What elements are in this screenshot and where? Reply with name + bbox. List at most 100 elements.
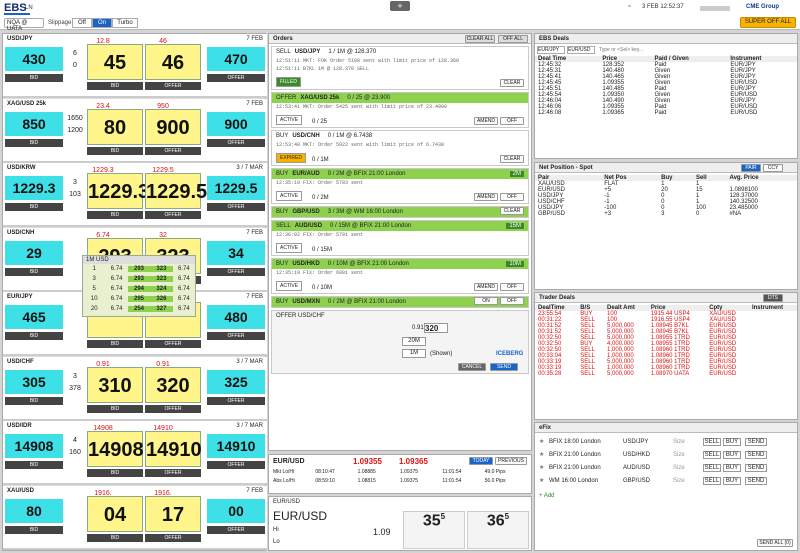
tile-right-price[interactable]: 14910 <box>207 434 265 458</box>
table-row[interactable]: GBP/USD +3 3 0 #NA <box>535 211 797 217</box>
deals-filter-input[interactable] <box>599 46 719 54</box>
size-input[interactable]: 20M <box>402 337 426 346</box>
table-row[interactable]: 12:45:31 140.480 Given EUR/JPY <box>535 68 797 74</box>
show-input[interactable]: 1M <box>402 349 426 358</box>
order-action-button[interactable]: AMEND <box>474 283 498 291</box>
slippage-off[interactable]: Off <box>72 18 92 28</box>
efix-sell-button[interactable]: SELL <box>703 450 721 459</box>
table-row[interactable]: XAU/USD FLAT 1 1 <box>535 181 797 187</box>
tile-offer-label-right[interactable]: OFFER <box>207 138 265 147</box>
tile-left-price[interactable]: 305 <box>5 369 63 394</box>
tile-bid-big[interactable]: 14908 <box>87 431 144 467</box>
table-row[interactable]: USD/CHF -1 0 1 140.32500 <box>535 199 797 205</box>
tile-bid-label-left[interactable]: BID <box>5 203 63 211</box>
table-row[interactable]: 00:33:19 SELL 1,000,000 1.08960 1TRD EUR/USD <box>535 365 797 371</box>
tile-bid-big[interactable]: 04 <box>87 495 143 532</box>
table-row[interactable]: 00:32:50 SELL 5,000,000 1.08955 1TRD EUR/USD <box>535 335 797 341</box>
column-header[interactable]: DealTime <box>535 305 578 311</box>
column-header[interactable]: Instrument <box>727 56 797 62</box>
tile-bid-label-left[interactable]: BID <box>5 74 63 82</box>
order-action-button[interactable]: CLEAR <box>500 207 524 215</box>
previous-tab[interactable]: PREVIOUS <box>495 457 527 465</box>
tile-ask-big[interactable]: 17 <box>145 495 201 532</box>
efix-row[interactable]: ★ BFIX 18:00 London USD/JPY Size SELL BUY SEND <box>535 435 797 448</box>
filter-eurusd[interactable]: EUR/USD <box>567 46 595 54</box>
column-header[interactable]: Paid / Given <box>651 56 728 62</box>
tile-right-price[interactable]: 34 <box>207 240 265 265</box>
eurusd-ask-box[interactable]: 365 <box>467 511 529 549</box>
tile-bid-big[interactable]: 80 <box>87 108 143 145</box>
tile-offer-button[interactable]: OFFER <box>145 82 201 90</box>
send-button[interactable]: SEND <box>490 363 518 371</box>
add-panel-button[interactable]: + <box>390 1 410 11</box>
tile-bid-label-left[interactable]: BID <box>5 396 63 405</box>
tile-bid-button[interactable]: BID <box>87 404 143 413</box>
tile-offer-label-right[interactable]: OFFER <box>207 525 265 534</box>
efix-send-button[interactable]: SEND <box>745 476 767 485</box>
table-row[interactable]: 00:31:52 SELL 5,000,000 1.08945 B7KL EUR/USD <box>535 323 797 329</box>
tile-left-price[interactable]: 850 <box>5 111 63 136</box>
tile-right-price[interactable]: 480 <box>207 305 265 329</box>
add-fix-button[interactable]: + Add <box>539 493 555 499</box>
tile-right-price[interactable]: 325 <box>207 369 265 394</box>
order-card[interactable]: BUY EUR/AUD 0 / 2M @ BFIX 21:00 London 2M 12… <box>271 168 529 204</box>
tile-right-price[interactable]: 1229.5 <box>207 176 265 200</box>
table-row[interactable]: 12:45:32 128.352 Paid EUR/JPY <box>535 62 797 68</box>
star-icon[interactable]: ★ <box>539 452 545 458</box>
tile-bid-big[interactable]: 1229.3 <box>87 173 149 209</box>
tile-bid-label-left[interactable]: BID <box>5 332 63 340</box>
table-row[interactable]: 12:46:08 1.09365 Paid EUR/USD <box>535 110 797 116</box>
tile-bid-label-left[interactable]: BID <box>5 138 63 147</box>
ladder-row[interactable]: 3 6.74 293 323 6.74 <box>83 274 195 284</box>
efix-size-label[interactable]: Size <box>673 451 685 458</box>
table-row[interactable]: USD/JPY -1 0 1 128.37000 <box>535 193 797 199</box>
table-row[interactable]: EUR/USD +5 20 15 1.0898100 <box>535 187 797 193</box>
tile-offer-button[interactable]: OFFER <box>145 211 201 219</box>
tile-bid-button[interactable]: BID <box>87 469 143 477</box>
filter-eurjpy[interactable]: EUR/JPY <box>537 46 565 54</box>
tile-ask-big[interactable]: 900 <box>145 108 201 145</box>
order-card[interactable]: BUY USD/CNH 0 / 1M @ 6.7438 12:53:48 MKT: O… <box>271 130 529 166</box>
table-row[interactable]: 12:46:06 1.09355 Paid EUR/USD <box>535 104 797 110</box>
today-tab[interactable]: TODAY <box>469 457 493 465</box>
tile-left-price[interactable]: 14908 <box>5 434 63 458</box>
table-row[interactable]: 00:32:50 SELL 1,000,000 1.08960 1TRD EUR/USD <box>535 347 797 353</box>
order-card[interactable]: OFFER XAG/USD 25k 0 / 25 @ 23.900 12:53:41 … <box>271 92 529 128</box>
tile-offer-button[interactable]: OFFER <box>145 146 201 155</box>
tile-bid-button[interactable]: BID <box>87 146 143 155</box>
tile-offer-label-right[interactable]: OFFER <box>207 74 265 82</box>
order-action-button[interactable]: CLEAR <box>500 79 524 87</box>
tile-offer-label-right[interactable]: OFFER <box>207 461 265 469</box>
super-off-all-button[interactable]: SUPER OFF ALL <box>740 17 796 28</box>
tile-offer-button[interactable]: OFFER <box>145 404 201 413</box>
tile-right-price[interactable]: 00 <box>207 498 265 523</box>
table-row[interactable]: 00:31:22 SELL 100 1916.55 USP4 XAU/USD <box>535 317 797 323</box>
tile-right-price[interactable]: 470 <box>207 47 265 71</box>
star-icon[interactable]: ★ <box>539 478 545 484</box>
tile-bid-button[interactable]: BID <box>87 211 143 219</box>
table-row[interactable]: 12:45:41 140.465 Given EUR/JPY <box>535 74 797 80</box>
column-header[interactable]: Pair <box>535 175 602 181</box>
table-row[interactable]: 00:32:50 BUY 4,000,000 1.08955 1TRD EUR/USD <box>535 341 797 347</box>
order-card[interactable]: SELL AUD/USD 0 / 15M @ BFIX 21:00 London 15… <box>271 220 529 256</box>
eurusd-bid-box[interactable]: 355 <box>403 511 465 549</box>
tile-bid-big[interactable]: 310 <box>87 366 143 403</box>
order-action-button[interactable]: CLEAR <box>500 155 524 163</box>
order-off-button[interactable]: OFF <box>500 297 524 305</box>
tile-bid-button[interactable]: BID <box>87 82 143 90</box>
column-header[interactable]: Deal Time <box>535 56 600 62</box>
slippage-turbo[interactable]: Turbo <box>112 18 138 28</box>
order-card[interactable]: BUY USD/HKD 0 / 10M @ BFIX 21:00 London 10M… <box>271 258 529 294</box>
column-header[interactable]: Avg. Price <box>726 175 797 181</box>
order-action-button[interactable]: AMEND <box>474 117 498 125</box>
tile-offer-button[interactable]: OFFER <box>145 533 201 542</box>
pair-tab[interactable]: PAIR <box>741 164 761 172</box>
efix-send-button[interactable]: SEND <box>745 437 767 446</box>
cancel-button[interactable]: CANCEL <box>458 363 486 371</box>
table-row[interactable]: 00:35:28 SELL 5,000,000 1.08970 UATA EUR/USD <box>535 371 797 377</box>
column-header[interactable]: Price <box>599 56 652 62</box>
tile-ask-big[interactable]: 14910 <box>145 431 202 467</box>
efix-size-label[interactable]: Size <box>673 477 685 484</box>
